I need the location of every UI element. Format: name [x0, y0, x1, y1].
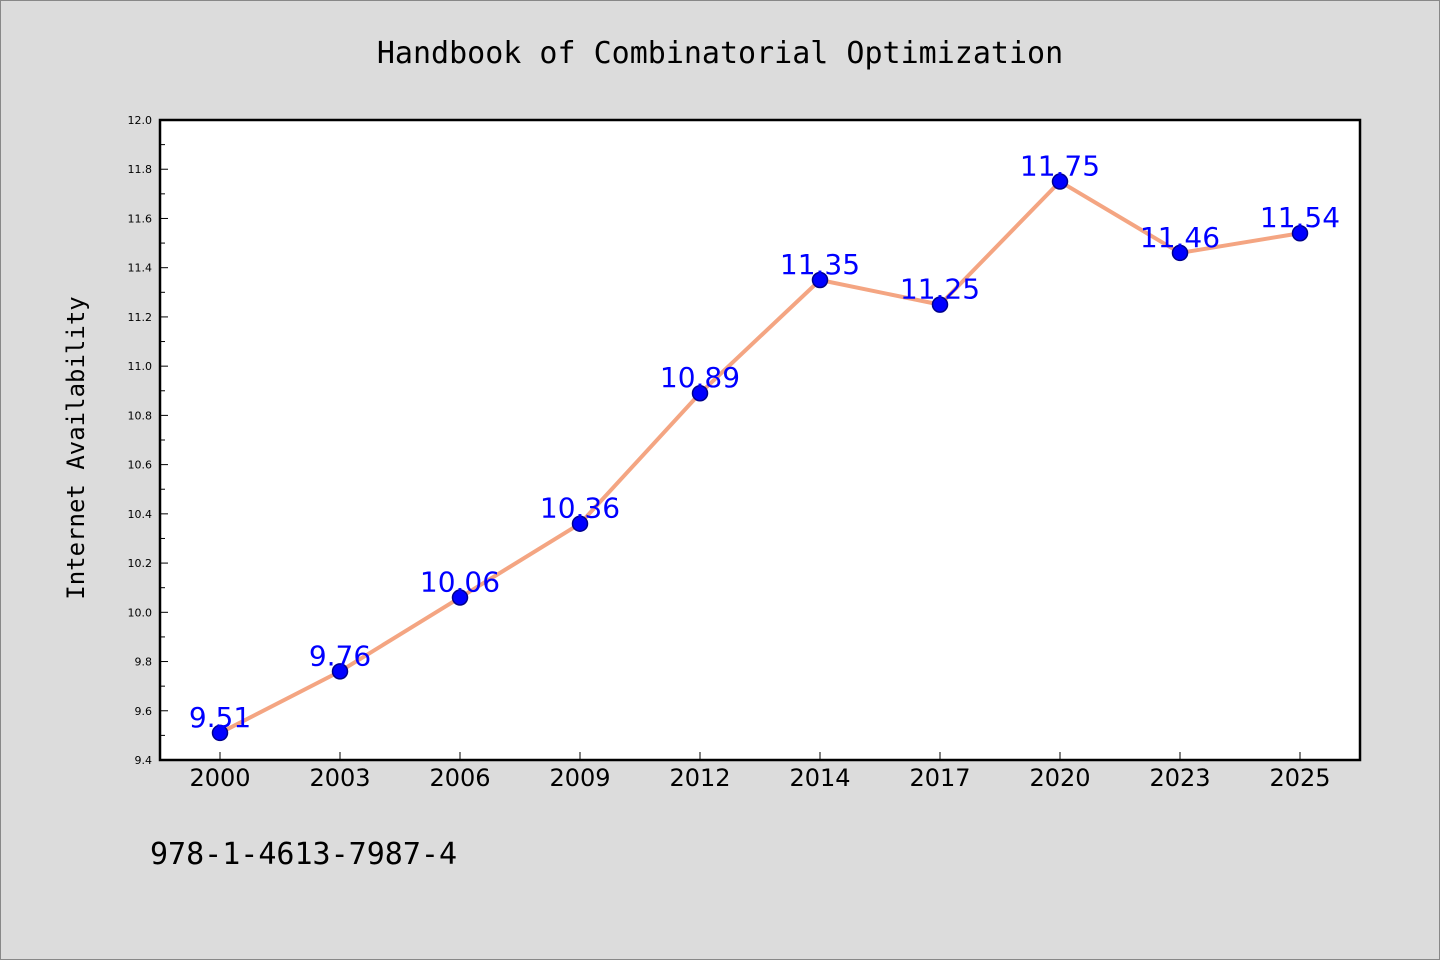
y-tick-label: 10.2 [128, 557, 153, 570]
data-label: 11.35 [780, 248, 860, 281]
x-tick-label: 2014 [789, 764, 850, 792]
data-point [691, 384, 709, 402]
y-tick-label: 9.6 [135, 705, 153, 718]
x-tick-label: 2023 [1149, 764, 1210, 792]
y-tick-label: 11.6 [128, 212, 153, 225]
data-point [931, 296, 949, 313]
y-tick-label: 11.0 [128, 360, 153, 373]
series-markers [211, 173, 1309, 742]
plot-frame [158, 118, 1362, 762]
data-label: 10.89 [660, 361, 740, 394]
data-point [331, 663, 349, 680]
chart-title: Handbook of Combinatorial Optimization [377, 36, 1063, 71]
y-tick-label: 9.8 [135, 656, 153, 669]
y-tick-label: 10.0 [128, 606, 153, 619]
x-tick-label: 2020 [1029, 764, 1090, 792]
y-tick-label: 10.4 [128, 508, 153, 521]
plot-area [160, 120, 1360, 760]
data-label: 11.25 [900, 273, 980, 306]
y-tick-label: 12.0 [128, 114, 153, 127]
x-tick-label: 2000 [189, 764, 250, 792]
y-axis-ticks: 9.4 9.6 9.8 10.0 10.2 10.4 10.6 10.8 11.0 11.2 11.… [128, 114, 168, 767]
data-label: 11.54 [1260, 201, 1340, 234]
data-label: 9.51 [189, 701, 251, 734]
y-tick-label: 11.8 [128, 163, 153, 176]
isbn-text: 978-1-4613-7987-4 [150, 837, 457, 872]
data-point [811, 271, 829, 289]
data-point [211, 724, 229, 742]
y-tick-label: 10.6 [128, 459, 153, 472]
x-tick-label: 2025 [1269, 764, 1330, 792]
series-line [218, 179, 1302, 735]
y-axis-label: Internet Availability [62, 296, 90, 599]
data-label: 11.75 [1020, 150, 1100, 183]
x-tick-label: 2017 [909, 764, 970, 792]
y-tick-label: 11.4 [128, 262, 153, 275]
data-point [571, 515, 589, 532]
data-point [1051, 173, 1069, 190]
data-labels: 9.51 9.76 10.06 10.36 10.89 11.35 11.25 11.75 11… [189, 150, 1340, 734]
y-tick-label: 11.2 [128, 311, 153, 324]
y-tick-label: 9.4 [135, 754, 153, 767]
x-tick-label: 2012 [669, 764, 730, 792]
x-tick-label: 2006 [429, 764, 490, 792]
x-tick-label: 2003 [309, 764, 370, 792]
data-point [1291, 224, 1309, 242]
y-tick-label: 10.8 [128, 409, 153, 422]
data-label: 10.36 [540, 492, 620, 525]
data-label: 9.76 [309, 639, 371, 672]
data-label: 10.06 [420, 566, 500, 599]
x-tick-label: 2009 [549, 764, 610, 792]
x-axis-ticks: 2000 2003 2006 2009 2012 2014 2017 2020 2023 2025 [189, 752, 1331, 792]
data-point [1171, 244, 1189, 262]
data-label: 11.46 [1140, 221, 1220, 254]
data-point [451, 589, 469, 606]
